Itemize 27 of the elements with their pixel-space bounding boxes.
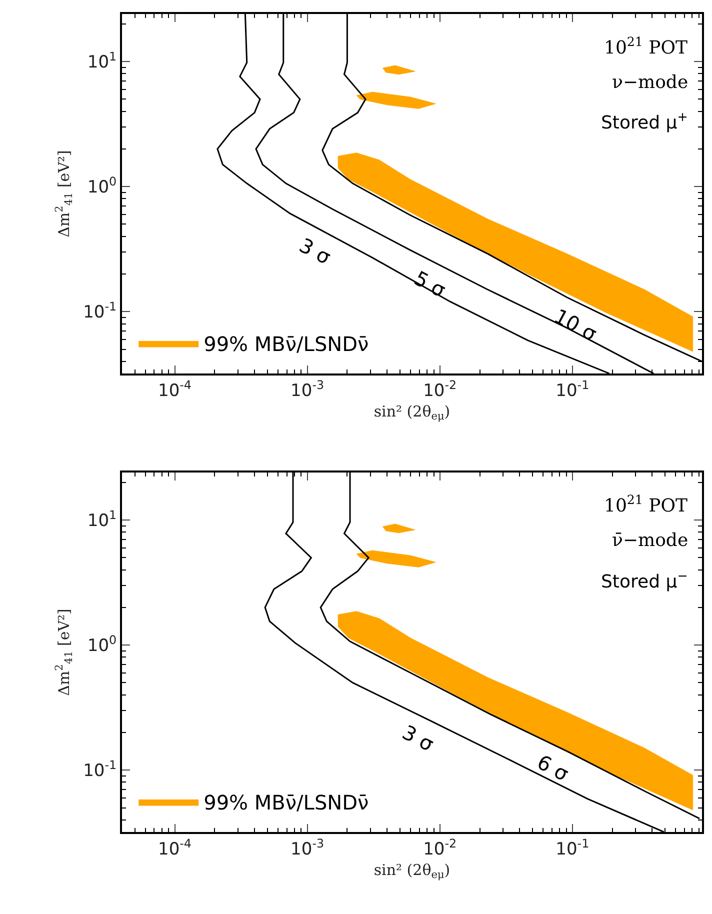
x-tick-label: 10$^{-3}$ bbox=[290, 378, 324, 401]
x-axis-title: sin² (2θ$_{eμ}$) bbox=[374, 860, 450, 882]
y-tick-label: 10$^{0}$ bbox=[87, 174, 117, 198]
y-tick-label: 10$^{0}$ bbox=[87, 632, 117, 656]
legend-label: 99% MBν̄/LSNDν̄ bbox=[204, 332, 369, 356]
y-tick-label: 10$^{1}$ bbox=[87, 49, 117, 72]
x-tick-label: 10$^{-1}$ bbox=[556, 378, 590, 401]
y-tick-label: 10$^{1}$ bbox=[87, 508, 117, 531]
legend-label: 99% MBν̄/LSNDν̄ bbox=[204, 790, 369, 815]
x-tick-label: 10$^{-3}$ bbox=[290, 836, 324, 860]
x-tick-label: 10$^{-4}$ bbox=[158, 836, 192, 860]
x-tick-label: 10$^{-1}$ bbox=[556, 836, 590, 860]
annotation: ν̄−mode bbox=[612, 530, 688, 551]
annotation: Stored μ$^{+}$ bbox=[601, 109, 688, 134]
annotation: 3 σ bbox=[295, 233, 335, 270]
x-axis-title: sin² (2θ$_{eμ}$) bbox=[374, 402, 450, 423]
annotation: 10$^{21}$ POT bbox=[604, 492, 688, 517]
annotation: 6 σ bbox=[533, 750, 573, 786]
annotation: 3 σ bbox=[398, 720, 438, 756]
annotation: ν−mode bbox=[612, 72, 688, 93]
annotation: Stored μ$^{−}$ bbox=[601, 568, 688, 593]
y-tick-label: 10$^{-1}$ bbox=[83, 758, 117, 782]
x-tick-label: 10$^{-2}$ bbox=[423, 836, 457, 860]
annotation: 10$^{21}$ POT bbox=[604, 34, 688, 59]
y-tick-label: 10$^{-1}$ bbox=[83, 299, 117, 323]
x-tick-label: 10$^{-4}$ bbox=[158, 378, 192, 401]
x-tick-label: 10$^{-2}$ bbox=[423, 378, 457, 401]
